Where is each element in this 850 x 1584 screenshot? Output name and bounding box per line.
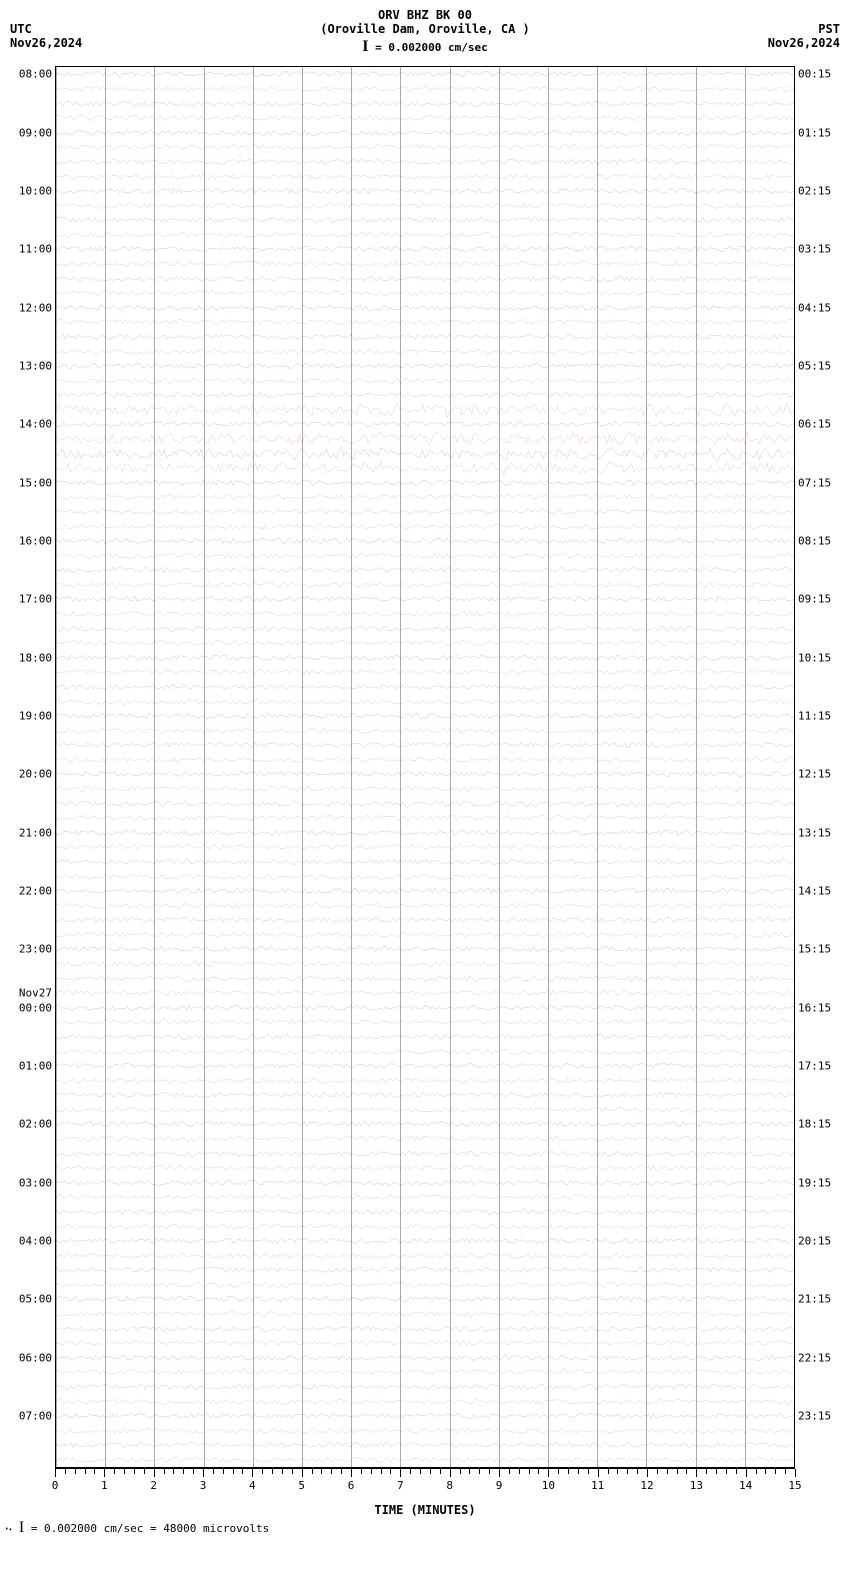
pst-label: 13:15 — [798, 826, 831, 839]
x-tick-label: 6 — [348, 1479, 355, 1492]
x-tick-label: 15 — [788, 1479, 801, 1492]
utc-label: 04:00 — [19, 1234, 52, 1247]
utc-label: 09:00 — [19, 126, 52, 139]
x-tick-label: 2 — [150, 1479, 157, 1492]
pst-label: 00:15 — [798, 68, 831, 81]
pst-label: 06:15 — [798, 418, 831, 431]
pst-label: 17:15 — [798, 1059, 831, 1072]
utc-label: 15:00 — [19, 476, 52, 489]
utc-label: 13:00 — [19, 359, 52, 372]
utc-label: 06:00 — [19, 1351, 52, 1364]
utc-label: 18:00 — [19, 651, 52, 664]
pst-label: 23:15 — [798, 1409, 831, 1422]
pst-label: 10:15 — [798, 651, 831, 664]
x-tick-label: 9 — [496, 1479, 503, 1492]
utc-label: 10:00 — [19, 184, 52, 197]
pst-label: 11:15 — [798, 709, 831, 722]
pst-label: 19:15 — [798, 1176, 831, 1189]
x-tick-label: 7 — [397, 1479, 404, 1492]
x-axis-title: TIME (MINUTES) — [55, 1503, 795, 1517]
left-tz: UTC — [10, 22, 82, 36]
pst-label: 21:15 — [798, 1293, 831, 1306]
utc-label: 05:00 — [19, 1293, 52, 1306]
utc-label: 21:00 — [19, 826, 52, 839]
utc-label: 08:00 — [19, 68, 52, 81]
utc-label: 11:00 — [19, 243, 52, 256]
utc-label: 02:00 — [19, 1118, 52, 1131]
pst-label: 22:15 — [798, 1351, 831, 1364]
utc-label: 17:00 — [19, 593, 52, 606]
pst-label: 18:15 — [798, 1118, 831, 1131]
pst-label: 15:15 — [798, 943, 831, 956]
scale-label: I = 0.002000 cm/sec — [320, 38, 530, 56]
utc-label: 00:00 — [19, 1001, 52, 1014]
header-center: (Oroville Dam, Oroville, CA ) I = 0.0020… — [320, 22, 530, 56]
pst-label: 12:15 — [798, 768, 831, 781]
x-tick-label: 12 — [640, 1479, 653, 1492]
x-tick-label: 3 — [200, 1479, 207, 1492]
location-subtitle: (Oroville Dam, Oroville, CA ) — [320, 22, 530, 36]
x-tick-label: 1 — [101, 1479, 108, 1492]
pst-label: 14:15 — [798, 884, 831, 897]
utc-label: 14:00 — [19, 418, 52, 431]
pst-label: 09:15 — [798, 593, 831, 606]
right-date: Nov26,2024 — [768, 36, 840, 50]
x-tick-label: 11 — [591, 1479, 604, 1492]
pst-label: 03:15 — [798, 243, 831, 256]
utc-label: 23:00 — [19, 943, 52, 956]
pst-label: 02:15 — [798, 184, 831, 197]
pst-label: 07:15 — [798, 476, 831, 489]
x-tick-label: 5 — [298, 1479, 305, 1492]
x-tick-label: 4 — [249, 1479, 256, 1492]
x-tick-label: 8 — [446, 1479, 453, 1492]
utc-label: 03:00 — [19, 1176, 52, 1189]
seismogram-plot: 08:0009:0010:0011:0012:0013:0014:0015:00… — [55, 66, 795, 1468]
pst-label: 01:15 — [798, 126, 831, 139]
right-tz-block: PST Nov26,2024 — [768, 22, 840, 56]
utc-label: 20:00 — [19, 768, 52, 781]
pst-label: 08:15 — [798, 534, 831, 547]
pst-label: 16:15 — [798, 1001, 831, 1014]
utc-label: 22:00 — [19, 884, 52, 897]
utc-label: 01:00 — [19, 1059, 52, 1072]
utc-label: 07:00 — [19, 1409, 52, 1422]
utc-label: Nov27 — [19, 987, 52, 1000]
station-title: ORV BHZ BK 00 — [0, 0, 850, 22]
x-tick-label: 0 — [52, 1479, 59, 1492]
pst-label: 04:15 — [798, 301, 831, 314]
x-tick-label: 14 — [739, 1479, 752, 1492]
left-date: Nov26,2024 — [10, 36, 82, 50]
utc-label: 19:00 — [19, 709, 52, 722]
utc-label: 16:00 — [19, 534, 52, 547]
pst-label: 20:15 — [798, 1234, 831, 1247]
left-tz-block: UTC Nov26,2024 — [10, 22, 82, 56]
pst-label: 05:15 — [798, 359, 831, 372]
utc-label: 12:00 — [19, 301, 52, 314]
trace-row — [56, 1438, 794, 1467]
x-axis: 0123456789101112131415 TIME (MINUTES) — [55, 1468, 795, 1509]
x-tick-label: 10 — [542, 1479, 555, 1492]
x-tick-label: 13 — [690, 1479, 703, 1492]
right-tz: PST — [768, 22, 840, 36]
